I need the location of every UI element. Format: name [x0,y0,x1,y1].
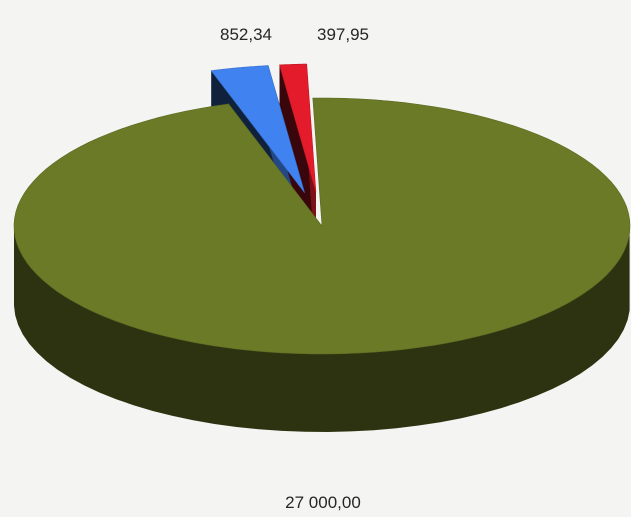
pie-slice-label-3: 397,95 [317,25,369,44]
pie-labels-layer: 27 000,00 852,34 397,95 [220,25,369,512]
pie-slice-label-1: 27 000,00 [285,493,361,512]
pie-tops-layer [13,63,631,355]
pie-slice-label-2: 852,34 [220,25,272,44]
pie-slice-side-1 [14,227,630,432]
pie-slice-2 [210,65,305,193]
pie-slice-3 [279,63,317,193]
pie-slice-1 [13,97,631,355]
